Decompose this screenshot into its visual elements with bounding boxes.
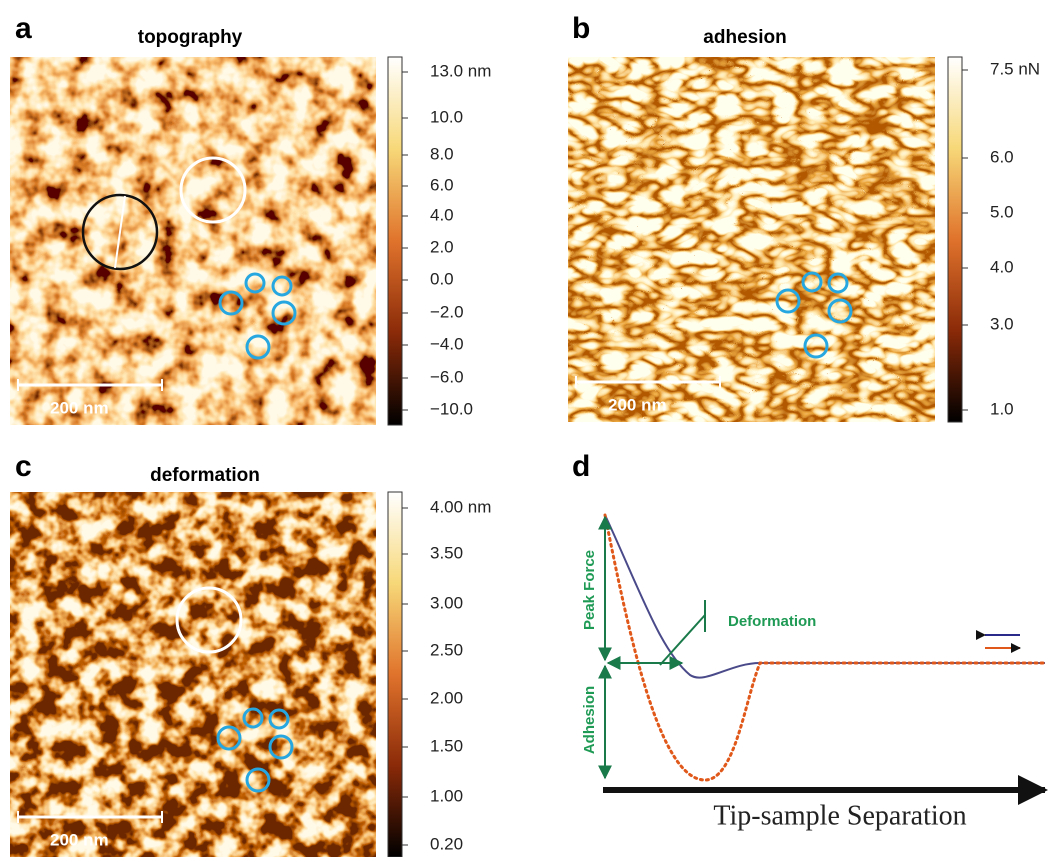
colorbar-tick-label: 3.00: [430, 593, 463, 612]
colorbar-tick-label: 6.0: [430, 175, 454, 194]
colorbar-tick-label: 4.00 nm: [430, 497, 491, 516]
schematic: d Peak Force Adhesion Deformation Tip-sa…: [572, 450, 1045, 832]
colorbar-tick-label: 13.0 nm: [430, 61, 491, 80]
panel-label: d: [572, 450, 590, 483]
colorbar-tick-label: 1.50: [430, 736, 463, 755]
panel: c deformation 4.00 nm 3.50 3.00 2.50 2.00 1.50 1…: [10, 450, 491, 857]
colorbar: [948, 57, 962, 422]
panel-label: b: [572, 12, 590, 45]
colorbar: [388, 57, 402, 425]
colorbar-tick-label: 8.0: [430, 144, 454, 163]
colorbar-tick-label: 3.0: [990, 314, 1014, 333]
colorbar-tick-label: 2.50: [430, 640, 463, 659]
colorbar-tick-label: 3.50: [430, 543, 463, 562]
colorbar-tick-label: 1.00: [430, 786, 463, 805]
deformation-leader: [660, 615, 705, 665]
panel: a topography 13.0 nm 10.0 8.0 6.0 4.0 2.0 0.0 −2.…: [10, 12, 491, 425]
colorbar-tick-label: 4.0: [430, 205, 454, 224]
colorbar-tick-label: 7.5 nN: [990, 59, 1040, 78]
colorbar-tick-label: −2.0: [430, 302, 464, 321]
deformation-label: Deformation: [728, 613, 816, 630]
figure: d Peak Force Adhesion Deformation Tip-sa…: [0, 0, 1062, 857]
colorbar-tick-label: −4.0: [430, 334, 464, 353]
panel-label: c: [15, 450, 32, 483]
colorbar-tick-label: 0.0: [430, 269, 454, 288]
scale-bar-label: 200 nm: [50, 830, 109, 849]
scale-bar-label: 200 nm: [608, 395, 667, 414]
colorbar-tick-label: 5.0: [990, 202, 1014, 221]
colorbar-tick-label: −6.0: [430, 367, 464, 386]
adhesion-label: Adhesion: [581, 686, 598, 754]
colorbar-tick-label: 2.0: [430, 237, 454, 256]
colorbar-tick-label: −10.0: [430, 399, 473, 418]
panel-label: a: [15, 12, 32, 45]
colorbar-tick-label: 0.20: [430, 834, 463, 853]
panel-title: adhesion: [703, 27, 786, 48]
panel-title: topography: [138, 27, 243, 48]
peak-force-label: Peak Force: [581, 550, 598, 630]
afm-image: [568, 57, 935, 422]
afm-image: [10, 57, 376, 425]
afm-image: [10, 492, 376, 857]
colorbar: [388, 492, 402, 857]
retract-curve: [605, 515, 1045, 780]
colorbar-tick-label: 6.0: [990, 147, 1014, 166]
colorbar-tick-label: 2.00: [430, 688, 463, 707]
colorbar-tick-label: 4.0: [990, 257, 1014, 276]
panel-title: deformation: [150, 465, 260, 486]
colorbar-tick-label: 1.0: [990, 399, 1014, 418]
x-axis-label: Tip-sample Separation: [713, 800, 966, 831]
scale-bar-label: 200 nm: [50, 398, 109, 417]
colorbar-tick-label: 10.0: [430, 107, 463, 126]
panel: b adhesion 7.5 nN 6.0 5.0 4.0 3.0 1.0 200 nm: [568, 12, 1040, 422]
